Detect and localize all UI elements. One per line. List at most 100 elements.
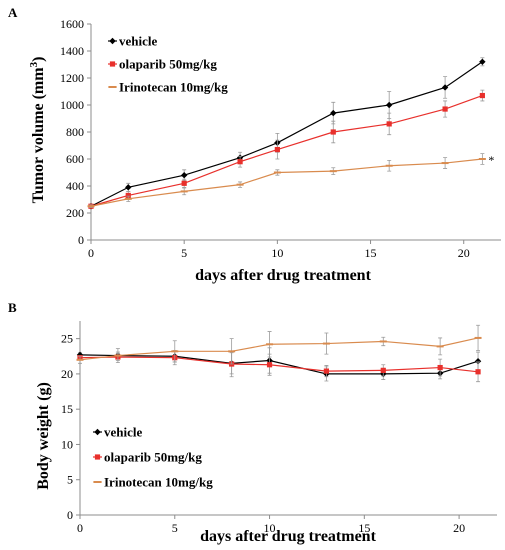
panel-a-x-tick-label: 20 [458,246,470,260]
panel-a-data-point [330,109,337,117]
panel-b-series-line [79,356,479,373]
panel-a-legend-marker [109,37,116,45]
panel-b-y-tick-label: 5 [67,473,73,487]
panel-a-data-point [274,146,280,153]
panel-a-legend-entry: Irinotecan 10mg/kg [108,80,228,95]
panel-a-x-tick-label: 0 [88,246,94,260]
panel-b-x-tick-label: 15 [358,521,370,535]
panel-a-y-tick-label: 1600 [60,17,84,31]
panel-a-data-point [442,106,448,112]
panel-b-series-line [79,337,479,361]
panel-b-legend-marker [94,454,101,460]
panel-a-data-point [479,58,486,65]
panel-a-x-axis-label: days after drug treatment [195,267,371,284]
panel-b-y-tick-label: 25 [61,332,73,346]
panel-a-data-point [385,101,393,109]
panel-a-data-point [479,92,485,99]
panel-b-data-point [437,364,443,371]
panel-a-y-tick-label: 800 [66,125,84,139]
panel-a-series-2 [88,89,485,209]
panel-a-data-point [236,183,244,186]
panel-a-y-tick-label: 1400 [60,44,84,58]
panel-b-legend-marker [94,428,101,436]
panel-a-y-axis-label-superscript: 3 [28,61,40,67]
panel-b-y-axis-label: Body weight (g) [35,382,52,490]
panel-b-label: B [8,300,17,315]
panel-b-data-point [228,350,236,353]
panel-b-data-point [379,340,387,343]
panel-b-x-tick-label: 0 [77,521,83,535]
panel-b-data-point [475,369,481,375]
body-weight-chart: 0 5 10 15 20 25 0 5 10 15 20 vehicle olaparib 50mg/k… [61,321,497,535]
panel-b-data-point [323,368,330,374]
panel-b-data-point [322,342,330,345]
panel-a-data-point [125,184,132,191]
panel-b-data-point [114,354,122,357]
panel-a-legend-entry: olaparib 50mg/kg [108,57,217,72]
panel-a-data-point [441,162,449,165]
panel-b-data-point [436,345,444,348]
panel-a-y-tick-label: 200 [66,206,84,220]
panel-b-legend-entry: olaparib 50mg/kg [93,450,202,465]
panel-b-x-axis-label: days after drug treatment [200,528,376,545]
panel-a-y-tick-label: 0 [78,233,84,247]
panel-a-data-point [237,159,243,165]
panel-a-data-point [124,197,132,200]
panel-a-x-tick-label: 5 [181,246,187,260]
panel-a-x-tick-label: 10 [271,246,283,260]
panel-b-x-tick-label: 20 [453,521,465,535]
panel-b-legend-label: Irinotecan 10mg/kg [104,475,213,490]
panel-b-y-tick-label: 10 [61,437,73,451]
panel-a-data-point [478,158,486,160]
panel-a-y-axis-label-main: Tumor volume (mm [30,67,47,204]
panel-a-legend-marker [109,61,116,67]
tumor-volume-chart: 0 200 400 600 800 1000 1200 1400 1600 0 5 10 15 20 veh… [60,17,501,260]
panel-b-legend-entry: vehicle [93,425,142,440]
panel-b-series-3 [76,324,482,365]
panel-a-data-point [329,170,337,173]
panel-a-data-point [273,171,281,174]
panel-b-data-point [380,367,386,373]
panel-a-data-point [87,205,95,208]
panel-a-label: A [8,5,18,20]
panel-b-data-point [266,362,273,368]
panel-b-data-point [474,358,482,365]
panel-b-x-tick-label: 5 [172,521,178,535]
significance-asterisk: * [488,153,494,167]
panel-a-legend-label: vehicle [119,34,157,49]
panel-b-x-tick-label: 10 [264,521,276,535]
panel-b-data-point [171,350,179,353]
panel-a-series-line [90,94,483,207]
panel-a-series-3 [87,153,486,208]
panel-a-data-point [385,164,393,167]
panel-b-y-tick-label: 0 [67,508,73,522]
panel-b-y-tick-label: 20 [61,367,73,381]
panel-b-series-1 [76,347,482,382]
panel-a-legend-label: olaparib 50mg/kg [119,57,217,72]
panel-a-y-tick-label: 400 [66,179,84,193]
panel-a-y-tick-label: 1200 [60,71,84,85]
panel-a-data-point [441,84,449,91]
panel-b-legend-label: olaparib 50mg/kg [104,450,202,465]
panel-a-data-point [181,180,187,186]
panel-b-y-tick-label: 15 [61,402,73,416]
panel-a-data-point [386,121,392,127]
panel-b-data-point [474,336,482,339]
panel-a-legend-entry: vehicle [108,34,157,49]
panel-b-data-point [266,343,274,346]
panel-a-x-tick-label: 15 [365,246,377,260]
panel-a-data-point [125,192,131,199]
panel-a-y-axis-label-end: ) [30,57,47,62]
panel-a-y-tick-label: 600 [66,152,84,166]
panel-a-data-point [330,129,336,135]
panel-b-legend-marker [94,481,101,483]
panel-b-legend-entry: Irinotecan 10mg/kg [93,475,213,490]
panel-b-data-point [76,358,84,361]
panel-a-data-point [180,190,188,193]
panel-a-legend-label: Irinotecan 10mg/kg [119,80,228,95]
panel-b-legend-label: vehicle [104,425,142,440]
panel-a-y-tick-label: 1000 [60,98,84,112]
panel-a-y-axis-label: Tumor volume (mm3) [28,57,47,204]
panel-a-data-point [180,172,188,179]
